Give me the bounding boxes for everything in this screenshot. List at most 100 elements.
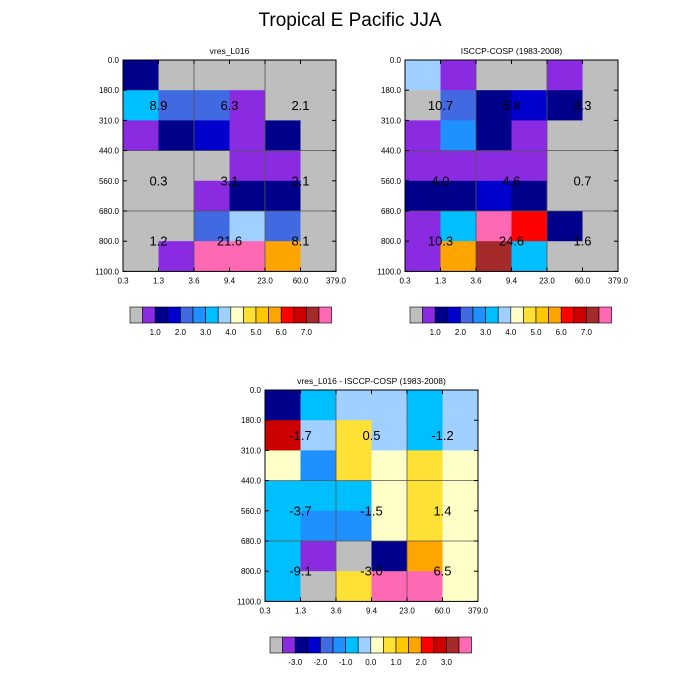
x-tick-label: 60.0 — [435, 606, 451, 615]
colorbar-swatch — [548, 306, 562, 324]
heatmap-cell — [371, 480, 408, 512]
heatmap-cell — [123, 211, 159, 242]
heatmap-cell — [371, 571, 408, 602]
data-label: 3.3 — [573, 98, 591, 113]
x-tick-label: 379.0 — [608, 276, 629, 285]
y-tick-label: 310.0 — [99, 116, 120, 125]
y-tick-label: 0.0 — [390, 56, 402, 65]
colorbar-swatch — [192, 306, 206, 324]
y-tick-label: 180.0 — [99, 86, 120, 95]
heatmap-cell — [158, 120, 195, 152]
heatmap-panel-1: vres_L016 0.0 180.0 310.0 440.0 560.0 680.0 800… — [95, 46, 346, 337]
y-tick-label: 1100.0 — [377, 267, 401, 276]
colorbar-label: 6.0 — [276, 328, 288, 337]
colorbar-swatch — [269, 636, 283, 654]
colorbar-swatch — [294, 636, 309, 654]
colorbar-label: -1.0 — [339, 658, 353, 667]
heatmap-cell — [229, 150, 266, 182]
heatmap-cell — [194, 60, 230, 91]
heatmap-cell — [547, 150, 583, 182]
heatmap-cell — [547, 90, 583, 121]
panel-title: vres_L016 - ISCCP-COSP (1983-2008) — [297, 376, 446, 386]
heatmap-cell — [336, 390, 372, 421]
data-label: 4.0 — [431, 173, 449, 188]
heatmap-cell — [229, 241, 266, 272]
heatmap-cell — [405, 180, 441, 212]
x-tick-label: 0.3 — [117, 276, 129, 285]
heatmap-cell — [300, 480, 337, 512]
y-tick-label: 310.0 — [381, 116, 402, 125]
data-label: -1.5 — [360, 503, 382, 518]
colorbar-swatch — [154, 306, 169, 324]
heatmap-cell — [582, 60, 619, 91]
heatmap-cell — [265, 571, 301, 602]
x-tick-label: 0.3 — [399, 276, 411, 285]
colorbar-swatch — [586, 306, 600, 324]
colorbar-swatch — [142, 306, 156, 324]
panel-title: ISCCP-COSP (1983-2008) — [461, 46, 563, 56]
data-label: 1.2 — [149, 234, 167, 249]
colorbar-swatch — [318, 306, 332, 324]
colorbar-label: 5.0 — [530, 328, 542, 337]
y-tick-label: 310.0 — [241, 446, 262, 455]
colorbar-label: 5.0 — [250, 328, 262, 337]
colorbar-swatch — [485, 306, 499, 324]
heatmap-cell — [582, 150, 619, 182]
heatmap-cell — [158, 60, 195, 91]
heatmap-cell — [476, 150, 512, 182]
heatmap-cell — [123, 90, 159, 121]
colorbar-swatch — [345, 636, 359, 654]
heatmap-cell — [476, 211, 512, 242]
x-tick-label: 379.0 — [468, 606, 489, 615]
heatmap-cell — [229, 120, 266, 152]
colorbar-swatch — [217, 306, 232, 324]
y-tick-label: 0.0 — [108, 56, 120, 65]
heatmap-cell — [265, 180, 301, 212]
heatmap-cell — [371, 541, 408, 572]
heatmap-cell — [123, 60, 159, 91]
colorbar: 1.0 2.0 3.0 4.0 5.0 6.0 7.0 — [129, 306, 332, 337]
data-label: -3.7 — [289, 503, 311, 518]
colorbar: -3.0 -2.0 -1.0 0.0 1.0 2.0 3.0 — [269, 636, 472, 667]
y-tick-label: 440.0 — [381, 147, 402, 156]
x-tick-label: 3.6 — [188, 276, 200, 285]
data-label: 24.6 — [499, 234, 524, 249]
y-tick-label: 680.0 — [241, 537, 262, 546]
colorbar-label: 1.0 — [390, 658, 402, 667]
x-tick-label: 60.0 — [575, 276, 591, 285]
y-tick-label: 560.0 — [241, 507, 262, 516]
heatmap-cell — [405, 150, 441, 182]
heatmap-cell — [336, 420, 372, 451]
colorbar-swatch — [460, 306, 474, 324]
x-tick-label: 23.0 — [399, 606, 415, 615]
x-tick-label: 0.3 — [259, 606, 271, 615]
heatmap-cell — [300, 571, 337, 602]
heatmap-cell — [511, 90, 548, 121]
heatmap-cell — [371, 510, 408, 542]
colorbar-swatch — [332, 636, 346, 654]
colorbar-swatch — [472, 306, 486, 324]
heatmap-cell — [582, 120, 619, 152]
colorbar-swatch — [598, 306, 612, 324]
heatmap-cell — [158, 150, 195, 182]
y-tick-label: 0.0 — [250, 386, 262, 395]
heatmap-cell — [194, 211, 230, 242]
heatmap-cell — [300, 510, 337, 542]
x-tick-label: 9.4 — [224, 276, 236, 285]
heatmap-cell — [336, 450, 372, 482]
heatmap-cell — [476, 180, 512, 212]
colorbar-label: 3.0 — [200, 328, 212, 337]
heatmap-cell — [476, 241, 512, 272]
heatmap-cell — [265, 60, 301, 91]
heatmap-cell — [265, 480, 301, 512]
heatmap-cell — [229, 60, 266, 91]
heatmap-cell — [300, 390, 337, 421]
heatmap-cell — [442, 541, 479, 572]
data-label: 21.6 — [217, 234, 242, 249]
data-label: 3.1 — [220, 173, 238, 188]
heatmap-cell — [440, 60, 477, 91]
heatmap-cell — [265, 510, 301, 542]
heatmap-cell — [158, 180, 195, 212]
colorbar-swatch — [560, 306, 575, 324]
